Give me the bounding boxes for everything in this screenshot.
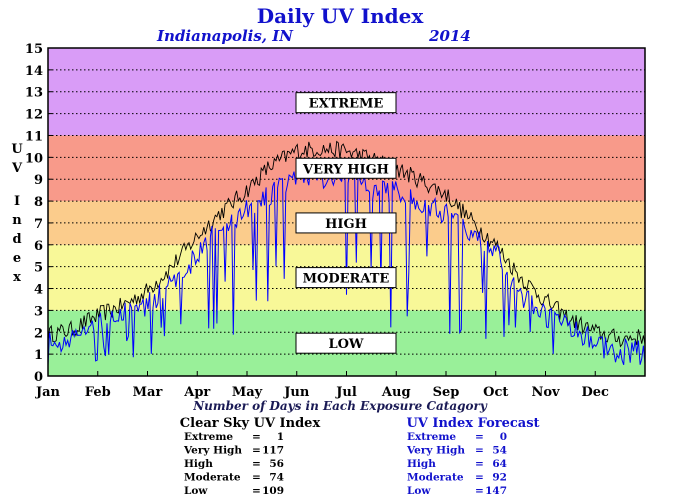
band-label-box [295, 267, 397, 289]
location-label: Indianapolis, IN [156, 27, 294, 45]
band-label-box [295, 157, 397, 179]
band-label-text: HIGH [325, 217, 367, 232]
stats-sep: = [252, 458, 261, 470]
stats-sep: = [252, 485, 261, 497]
stats-title: UV Index Forecast [406, 416, 539, 431]
series-lines [47, 140, 646, 366]
x-tick-label: Jan [35, 385, 61, 400]
y-tick-label: 6 [34, 239, 43, 254]
band-label-very-high: VERY HIGH [295, 157, 397, 179]
y-axis-label-char: e [13, 251, 21, 266]
y-axis-label-char: I [14, 194, 20, 209]
series-line-forecast [47, 164, 646, 366]
y-tick-label: 8 [34, 195, 43, 210]
stats-sep: = [475, 431, 484, 443]
stats-label: High [407, 458, 436, 470]
stats-sep: = [252, 445, 261, 457]
y-axis-label-char: d [12, 232, 21, 247]
x-tick-label: Mar [133, 385, 163, 400]
stats-value: 0 [500, 431, 507, 443]
stats-value: 92 [492, 472, 507, 484]
band-labels: LOW MODERATE HIGH VERY HIGH EXTREME [295, 92, 397, 354]
year-label: 2014 [428, 27, 471, 45]
y-tick-label: 13 [25, 86, 43, 101]
band-label-low: LOW [295, 332, 397, 354]
stats-label: Low [184, 485, 208, 497]
band-extreme [48, 48, 645, 136]
x-tick-label: Feb [85, 385, 111, 400]
x-tick-labels: Jan Feb Mar Apr May Jun Jul Aug Sep Oct Nov Dec [35, 371, 609, 400]
stats-value: 64 [492, 458, 507, 470]
stats-sep: = [475, 472, 484, 484]
stats-label: Extreme [184, 431, 233, 443]
stats-label: High [184, 458, 213, 470]
x-tick-label: Apr [183, 385, 210, 400]
days-caption: Number of Days in Each Exposure Catagory [192, 399, 488, 413]
x-tick-label: Jun [283, 385, 310, 400]
x-tick-label: Sep [433, 385, 460, 400]
y-tick-label: 5 [34, 261, 43, 276]
band-label-high: HIGH [295, 212, 397, 234]
band-label-moderate: MODERATE [295, 267, 397, 289]
stats-label: Very High [183, 445, 242, 457]
stats-value: 117 [262, 445, 284, 457]
stats-sep: = [475, 458, 484, 470]
band-label-text: MODERATE [303, 272, 390, 287]
band-label-text: LOW [328, 337, 363, 352]
y-tick-label: 3 [34, 304, 43, 319]
y-tick-label: 11 [25, 129, 43, 144]
y-tick-label: 4 [34, 283, 43, 298]
x-tick-label: Oct [483, 385, 508, 400]
stats-label: Low [407, 485, 431, 497]
stats-value: 109 [262, 485, 284, 497]
x-tick-label: May [232, 385, 263, 400]
stats-label: Moderate [184, 472, 241, 484]
stats-value: 54 [492, 445, 507, 457]
y-tick-label: 14 [25, 64, 43, 79]
stats-value: 1 [277, 431, 284, 443]
band-label-box [295, 212, 397, 234]
x-tick-label: Jul [335, 385, 357, 400]
y-tick-label: 9 [34, 173, 43, 188]
x-tick-label: Dec [582, 385, 610, 400]
stats-value: 74 [269, 472, 284, 484]
band-label-box [295, 332, 397, 354]
stats-sep: = [475, 445, 484, 457]
y-tick-label: 15 [25, 42, 43, 57]
stats-value: 56 [269, 458, 284, 470]
series-line-clear-sky [47, 140, 646, 348]
y-axis-label-char: x [13, 270, 21, 285]
stats-label: Moderate [407, 472, 464, 484]
y-axis-label-char: n [12, 213, 22, 228]
stats-sep: = [252, 472, 261, 484]
stats-sep: = [252, 431, 261, 443]
band-label-text: VERY HIGH [302, 162, 389, 177]
band-label-extreme: EXTREME [295, 92, 397, 114]
y-axis-label-char: U [11, 142, 23, 157]
stats-label: Very High [406, 445, 465, 457]
band-label-text: EXTREME [309, 97, 384, 112]
x-tick-label: Nov [531, 385, 560, 400]
stats-title: Clear Sky UV Index [180, 416, 321, 431]
stats-value: 147 [485, 485, 507, 497]
gridlines [48, 69, 645, 355]
y-axis-label-char: V [11, 161, 23, 176]
y-tick-label: 2 [34, 326, 43, 341]
y-tick-label: 10 [25, 151, 43, 166]
chart-title: Daily UV Index [257, 4, 425, 28]
band-label-box [295, 92, 397, 114]
y-tick-label: 12 [25, 108, 43, 123]
stats-label: Extreme [407, 431, 456, 443]
y-tick-label: 7 [34, 217, 43, 232]
y-tick-label: 0 [34, 370, 43, 385]
y-tick-label: 1 [34, 348, 43, 363]
stats-sep: = [475, 485, 484, 497]
x-tick-label: Aug [381, 385, 411, 400]
y-axis-label: UV Index [11, 142, 23, 285]
